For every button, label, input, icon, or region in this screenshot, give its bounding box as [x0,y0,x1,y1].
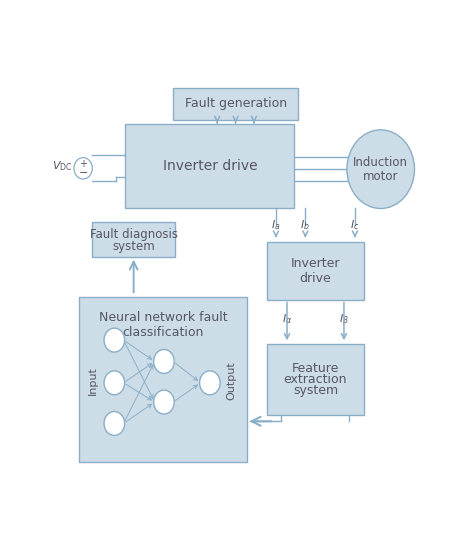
FancyBboxPatch shape [267,344,364,415]
Text: $I_\beta$: $I_\beta$ [339,312,349,329]
Circle shape [104,411,125,436]
FancyBboxPatch shape [125,124,294,208]
Text: Output: Output [226,361,236,400]
Circle shape [74,158,92,179]
Text: $I_c$: $I_c$ [350,219,360,233]
Circle shape [104,371,125,395]
Circle shape [200,371,220,395]
FancyBboxPatch shape [80,297,246,462]
Text: Inverter
drive: Inverter drive [291,256,340,285]
Text: Inverter drive: Inverter drive [163,159,257,173]
Text: classification: classification [122,326,204,339]
Text: system: system [112,240,155,254]
Text: −: − [78,168,88,178]
Text: extraction: extraction [284,373,347,386]
FancyBboxPatch shape [173,88,298,120]
Text: Fault generation: Fault generation [184,98,287,110]
Circle shape [104,328,125,352]
FancyBboxPatch shape [92,222,175,257]
Circle shape [154,390,174,414]
Circle shape [347,130,414,209]
Text: motor: motor [363,169,399,183]
FancyBboxPatch shape [267,242,364,300]
Text: Fault diagnosis: Fault diagnosis [90,229,178,241]
Text: Neural network fault: Neural network fault [99,311,228,324]
Text: $I_b$: $I_b$ [301,219,310,233]
Text: $V_{\rm DC}$: $V_{\rm DC}$ [52,159,72,173]
Text: Input: Input [88,366,98,395]
Circle shape [154,350,174,374]
Text: system: system [293,384,338,397]
Text: Induction: Induction [353,156,408,169]
Text: +: + [79,159,87,169]
Text: $I_a$: $I_a$ [271,219,281,233]
Text: Feature: Feature [292,362,339,375]
Text: $I_\alpha$: $I_\alpha$ [282,312,292,326]
